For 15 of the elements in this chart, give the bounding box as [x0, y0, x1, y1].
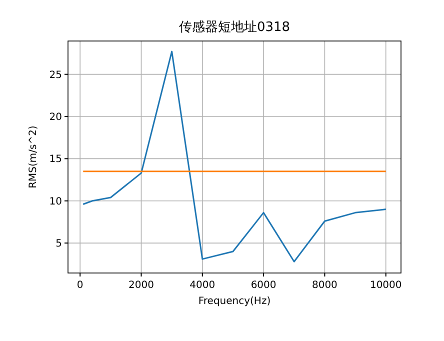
y-tick-label: 15 — [49, 154, 62, 166]
line-series — [82, 50, 387, 262]
x-axis-title: Frequency(Hz) — [198, 296, 271, 307]
y-tick-label: 5 — [56, 238, 62, 250]
x-tick-label: 0 — [76, 280, 84, 291]
x-tick-label: 6000 — [250, 280, 276, 291]
y-tick-label: 10 — [49, 196, 62, 208]
x-tick-label: 2000 — [128, 280, 154, 291]
y-axis-title: RMS(m/s^2) — [28, 126, 39, 188]
chart-title: 传感器短地址0318 — [178, 20, 290, 35]
y-tick-label: 25 — [49, 70, 62, 81]
x-tick-label: 8000 — [312, 280, 338, 291]
y-tick-label: 20 — [49, 112, 62, 124]
x-tick-label: 4000 — [190, 280, 216, 291]
x-tick-label: 10000 — [370, 280, 402, 291]
